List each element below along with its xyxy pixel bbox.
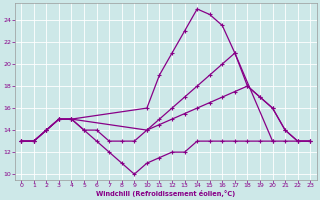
X-axis label: Windchill (Refroidissement éolien,°C): Windchill (Refroidissement éolien,°C) <box>96 190 236 197</box>
